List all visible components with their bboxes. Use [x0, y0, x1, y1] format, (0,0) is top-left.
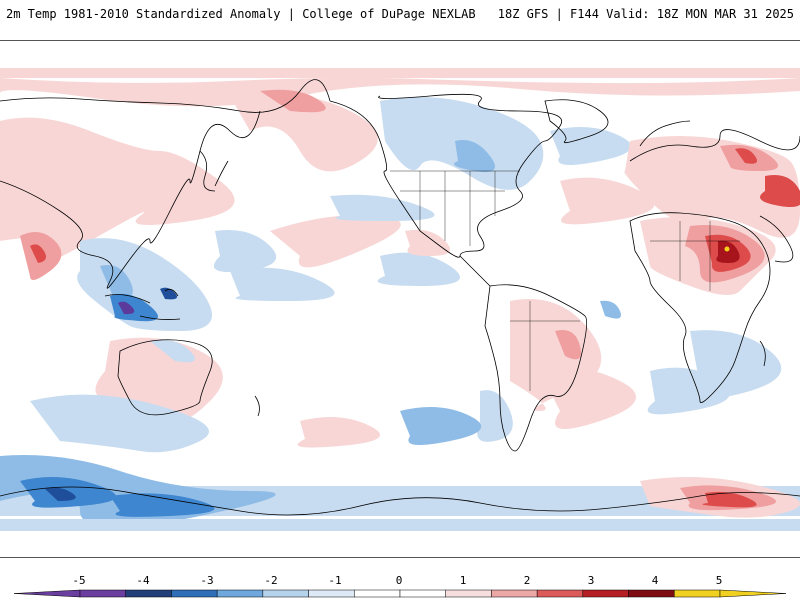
colorbar-tick-label: 0	[396, 574, 403, 587]
south-atlantic-warm-anomaly	[540, 367, 636, 429]
colorbar-svg: -5 -4 -3 -2 -1 0 1 2 3 4 5	[13, 574, 787, 598]
tropical-pacific-cold-anomaly	[230, 267, 335, 301]
central-pacific-warm-anomaly	[270, 215, 401, 268]
colorbar-segment	[262, 589, 309, 598]
colorbar-legend: -5 -4 -3 -2 -1 0 1 2 3 4 5	[0, 566, 800, 600]
west-pacific-cold-anomaly	[213, 230, 277, 272]
colorbar-segment	[445, 589, 492, 598]
colorbar-tick-label: 1	[460, 574, 467, 587]
sudan-strongest-warm-anomaly	[716, 240, 740, 263]
colorbar-left-arrow	[13, 589, 81, 598]
colorbar-tick-label: -5	[72, 574, 85, 587]
colorbar-segment	[308, 589, 355, 598]
southern-cold-edge	[0, 519, 800, 531]
colorbar-segment	[582, 589, 629, 598]
political-borders	[390, 170, 740, 391]
atlantic-warm-anomaly	[560, 177, 655, 225]
south-atlantic-east-cold-anomaly	[647, 367, 730, 415]
colorbar-segment	[536, 589, 584, 598]
bering-warm-anomaly	[260, 89, 326, 113]
extreme-warm-spot	[724, 246, 730, 252]
colorbar-segment	[628, 589, 675, 598]
north-atlantic-cold-anomaly	[550, 127, 632, 165]
arctic-warm-band	[0, 68, 800, 78]
south-pacific-warm-anomaly	[297, 417, 380, 448]
colorbar-tick-label: 2	[524, 574, 531, 587]
east-antarctic-strong-warm-anomaly	[702, 491, 757, 508]
map-header: 2m Temp 1981-2010 Standardized Anomaly |…	[0, 0, 800, 40]
mexico-warm-anomaly	[405, 229, 450, 256]
antarctic-strongest-cold-anomaly	[45, 487, 76, 501]
colorbar-tick-label: -4	[136, 574, 150, 587]
eastern-tropical-pacific-cold-anomaly	[377, 252, 460, 286]
coastlines	[0, 79, 800, 516]
brazil-moderate-warm-anomaly	[555, 330, 581, 360]
colorbar-segment	[216, 589, 264, 598]
colorbar-segment	[674, 589, 721, 598]
hudson-cold-anomaly	[454, 140, 495, 172]
se-asia-cold-anomaly	[77, 238, 212, 331]
north-australia-cold-anomaly	[150, 339, 195, 363]
world-anomaly-map	[0, 41, 800, 557]
east-pacific-cold-anomaly	[330, 194, 435, 221]
colorbar-segment	[354, 589, 401, 598]
colorbar-segment	[171, 589, 218, 598]
eastern-europe-strong-warm-anomaly	[735, 148, 758, 164]
colorbar-tick-label: -3	[200, 574, 213, 587]
high-latitude-warm-anomaly	[0, 77, 800, 107]
colorbar-tick-label: -2	[264, 574, 277, 587]
colorbar-segment	[399, 589, 446, 598]
south-pacific-cold-anomaly	[400, 407, 482, 445]
colorbar-tick-label: 5	[716, 574, 723, 587]
anomaly-map	[0, 40, 800, 558]
map-title: 2m Temp 1981-2010 Standardized Anomaly |…	[6, 7, 476, 21]
colorbar-segment	[491, 589, 538, 598]
model-run-info: 18Z GFS | F144 Valid: 18Z MON MAR 31 202…	[497, 7, 794, 21]
colorbar-tick-label: 3	[588, 574, 595, 587]
caspian-warm-anomaly	[760, 175, 800, 207]
north-pacific-warm-anomaly	[230, 93, 378, 172]
colorbar-segment	[79, 589, 126, 598]
southern-indian-ocean-cold-anomaly	[30, 394, 209, 453]
indonesia-strongest-cold-anomaly	[118, 301, 135, 315]
indonesia-cold-anomaly	[110, 293, 158, 322]
colorbar-tick-label: -1	[328, 574, 341, 587]
ross-cold-anomaly	[110, 493, 215, 517]
india-strong-warm-anomaly	[30, 244, 46, 263]
asia-warm-anomaly	[0, 117, 235, 266]
atlantic-cold-spot	[600, 300, 621, 319]
colorbar-segment	[125, 589, 172, 598]
philippines-cold-anomaly	[160, 287, 178, 300]
colorbar-right-arrow	[719, 589, 787, 598]
indochina-cold-anomaly	[100, 265, 133, 301]
southern-andes-cold-anomaly	[477, 390, 513, 442]
colorbar-tick-label: 4	[652, 574, 659, 587]
